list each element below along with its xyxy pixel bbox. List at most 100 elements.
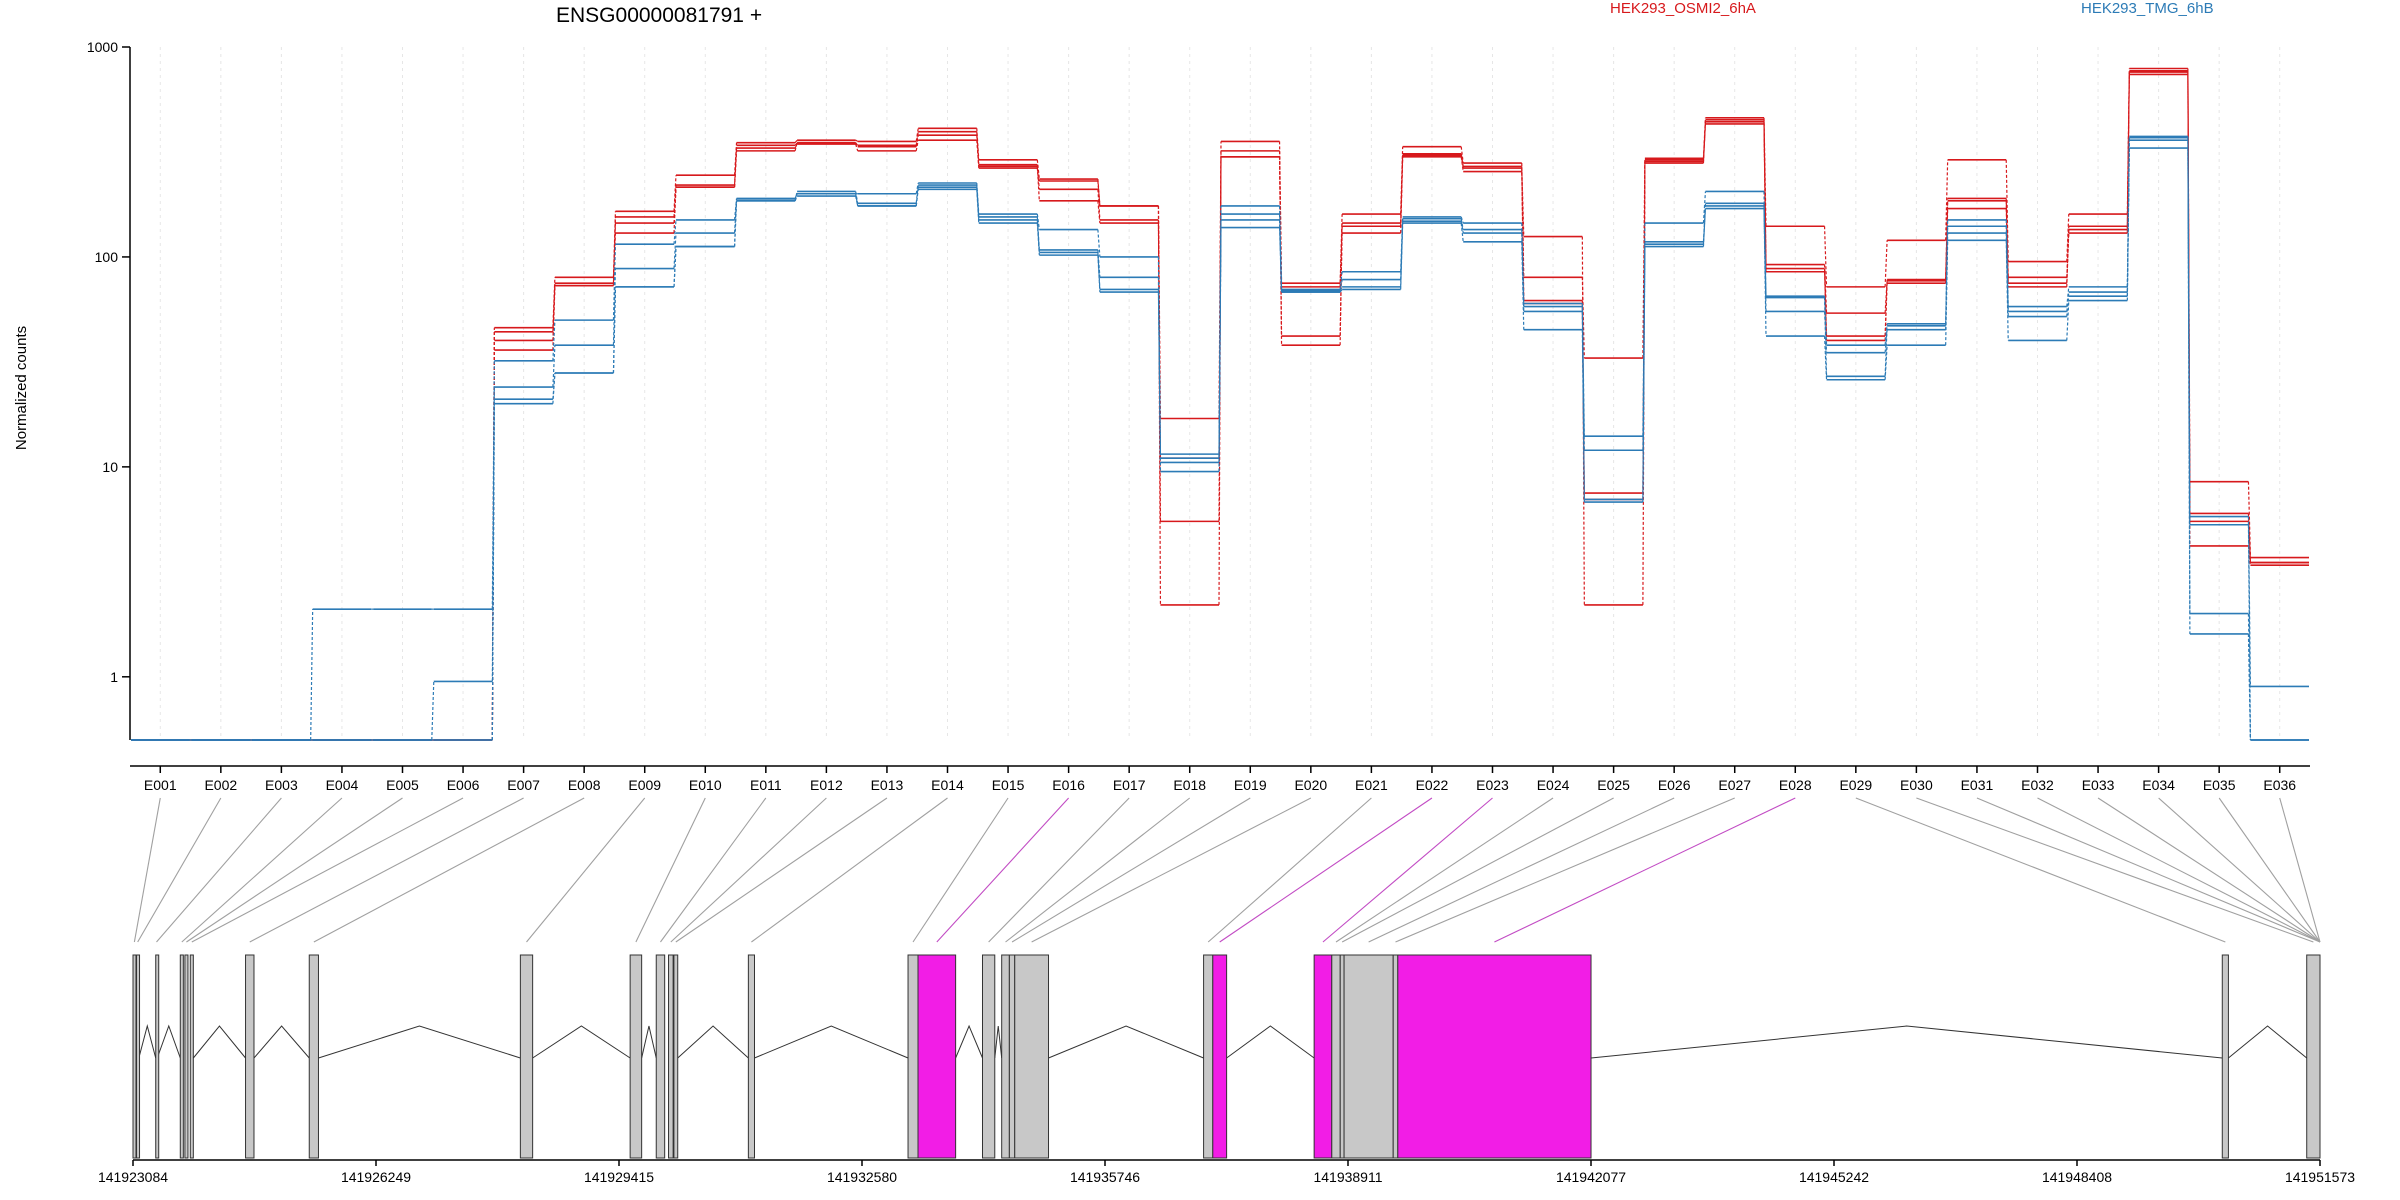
connector-line bbox=[137, 797, 222, 943]
series-step bbox=[1884, 279, 1888, 337]
exon-box-E021 bbox=[1203, 954, 1214, 1159]
series-step bbox=[733, 145, 738, 186]
series-step bbox=[1702, 191, 1707, 224]
series-step bbox=[1823, 297, 1828, 377]
coord-tick-label: 141923084 bbox=[98, 1169, 168, 1185]
connector-line bbox=[670, 797, 827, 943]
series-step bbox=[1884, 240, 1888, 287]
series-step bbox=[1945, 226, 1949, 326]
x-tick-label: E001 bbox=[144, 777, 177, 793]
exon-box-E015 bbox=[907, 954, 919, 1159]
exon-box-E017 bbox=[981, 954, 996, 1159]
y-axis-label: Normalized counts bbox=[13, 326, 30, 450]
x-tick-label: E013 bbox=[871, 777, 904, 793]
series-step bbox=[855, 142, 859, 146]
x-tick-label: E024 bbox=[1537, 777, 1570, 793]
series-step bbox=[612, 286, 617, 374]
x-tick-label: E011 bbox=[750, 777, 782, 793]
series-step bbox=[1400, 218, 1404, 287]
series-step bbox=[1460, 218, 1464, 230]
series-step bbox=[855, 143, 859, 152]
exon-box-E026 bbox=[1343, 954, 1394, 1159]
x-tick-label: E027 bbox=[1718, 777, 1751, 793]
connector-line bbox=[1494, 797, 1796, 943]
series-step bbox=[1097, 255, 1101, 293]
series-step bbox=[1702, 208, 1707, 245]
y-tick-label: 100 bbox=[95, 249, 119, 265]
series-step bbox=[915, 131, 919, 146]
exon-box-E001 bbox=[132, 954, 137, 1159]
x-tick-label: E021 bbox=[1355, 777, 1388, 793]
x-tick-label: E019 bbox=[1234, 777, 1267, 793]
series-step bbox=[733, 200, 738, 247]
series-step bbox=[1521, 166, 1525, 237]
exon-box-E010 bbox=[629, 954, 643, 1159]
x-tick-label: E007 bbox=[507, 777, 540, 793]
x-tick-label: E025 bbox=[1597, 777, 1630, 793]
series-step bbox=[2247, 481, 2252, 558]
x-tick-label: E015 bbox=[992, 777, 1025, 793]
connector-line bbox=[751, 797, 948, 943]
connector-line bbox=[2279, 797, 2321, 943]
x-tick-label: E012 bbox=[810, 777, 843, 793]
y-axis: 1 10 100 1000 bbox=[87, 39, 131, 740]
x-tick-label: E022 bbox=[1416, 777, 1449, 793]
series-step bbox=[1884, 323, 1888, 346]
series-step bbox=[794, 142, 798, 146]
series-step bbox=[2066, 300, 2070, 341]
series-step bbox=[2005, 226, 2009, 312]
connector-line bbox=[1322, 797, 1493, 943]
coord-tick-label: 141938911 bbox=[1313, 1169, 1382, 1185]
intron bbox=[192, 1025, 246, 1059]
connector-line bbox=[635, 797, 706, 943]
series-step bbox=[2066, 229, 2070, 287]
series-step bbox=[1581, 236, 1585, 605]
exon-box-E016 bbox=[917, 954, 957, 1159]
series-step bbox=[1581, 329, 1585, 503]
series-step bbox=[1097, 252, 1101, 290]
series-step bbox=[673, 232, 677, 269]
exon-box-E019 bbox=[1008, 954, 1016, 1159]
series-step bbox=[1581, 306, 1585, 500]
series-step bbox=[1460, 222, 1464, 242]
intron bbox=[641, 1025, 657, 1059]
x-tick-label: E023 bbox=[1476, 777, 1509, 793]
exon-box-E023 bbox=[1313, 954, 1333, 1159]
series-step bbox=[1945, 240, 1949, 346]
exon-box-E018 bbox=[1001, 954, 1010, 1159]
x-tick-label: E004 bbox=[326, 777, 359, 793]
connector-line bbox=[2097, 797, 2321, 943]
series-step bbox=[1097, 229, 1101, 257]
exon-box-E011 bbox=[655, 954, 666, 1159]
series-step bbox=[1521, 229, 1525, 307]
series-step bbox=[1400, 153, 1404, 224]
series-step bbox=[2066, 296, 2070, 312]
coord-tick-label: 141932580 bbox=[827, 1169, 897, 1185]
connector-line bbox=[1855, 797, 2226, 943]
gene-model bbox=[132, 954, 2321, 1159]
connector-line bbox=[2218, 797, 2321, 943]
legend-entry-condition-b: HEK293_TMG_6hB bbox=[2081, 0, 2214, 17]
series-step bbox=[1097, 189, 1101, 221]
series-step bbox=[915, 140, 919, 151]
connector-line bbox=[1395, 797, 1735, 943]
intron bbox=[1226, 1025, 1315, 1059]
series-step bbox=[1460, 153, 1464, 167]
connector-line bbox=[2037, 797, 2321, 943]
exon-box-E004 bbox=[179, 954, 184, 1159]
x-tick-label: E031 bbox=[1961, 777, 1994, 793]
connector-line bbox=[912, 797, 1009, 943]
exon-box-E008 bbox=[308, 954, 319, 1159]
connector-line bbox=[526, 797, 646, 943]
connector-line bbox=[133, 797, 161, 943]
connector-line bbox=[186, 797, 403, 943]
connector-line bbox=[191, 797, 464, 943]
connector-line bbox=[1031, 797, 1312, 943]
exon-box-E005 bbox=[184, 954, 189, 1159]
connector-line bbox=[1219, 797, 1433, 943]
x-tick-label: E002 bbox=[204, 777, 237, 793]
x-tick-label: E030 bbox=[1900, 777, 1933, 793]
series-step bbox=[310, 609, 314, 741]
exon-box-E020 bbox=[1014, 954, 1050, 1159]
